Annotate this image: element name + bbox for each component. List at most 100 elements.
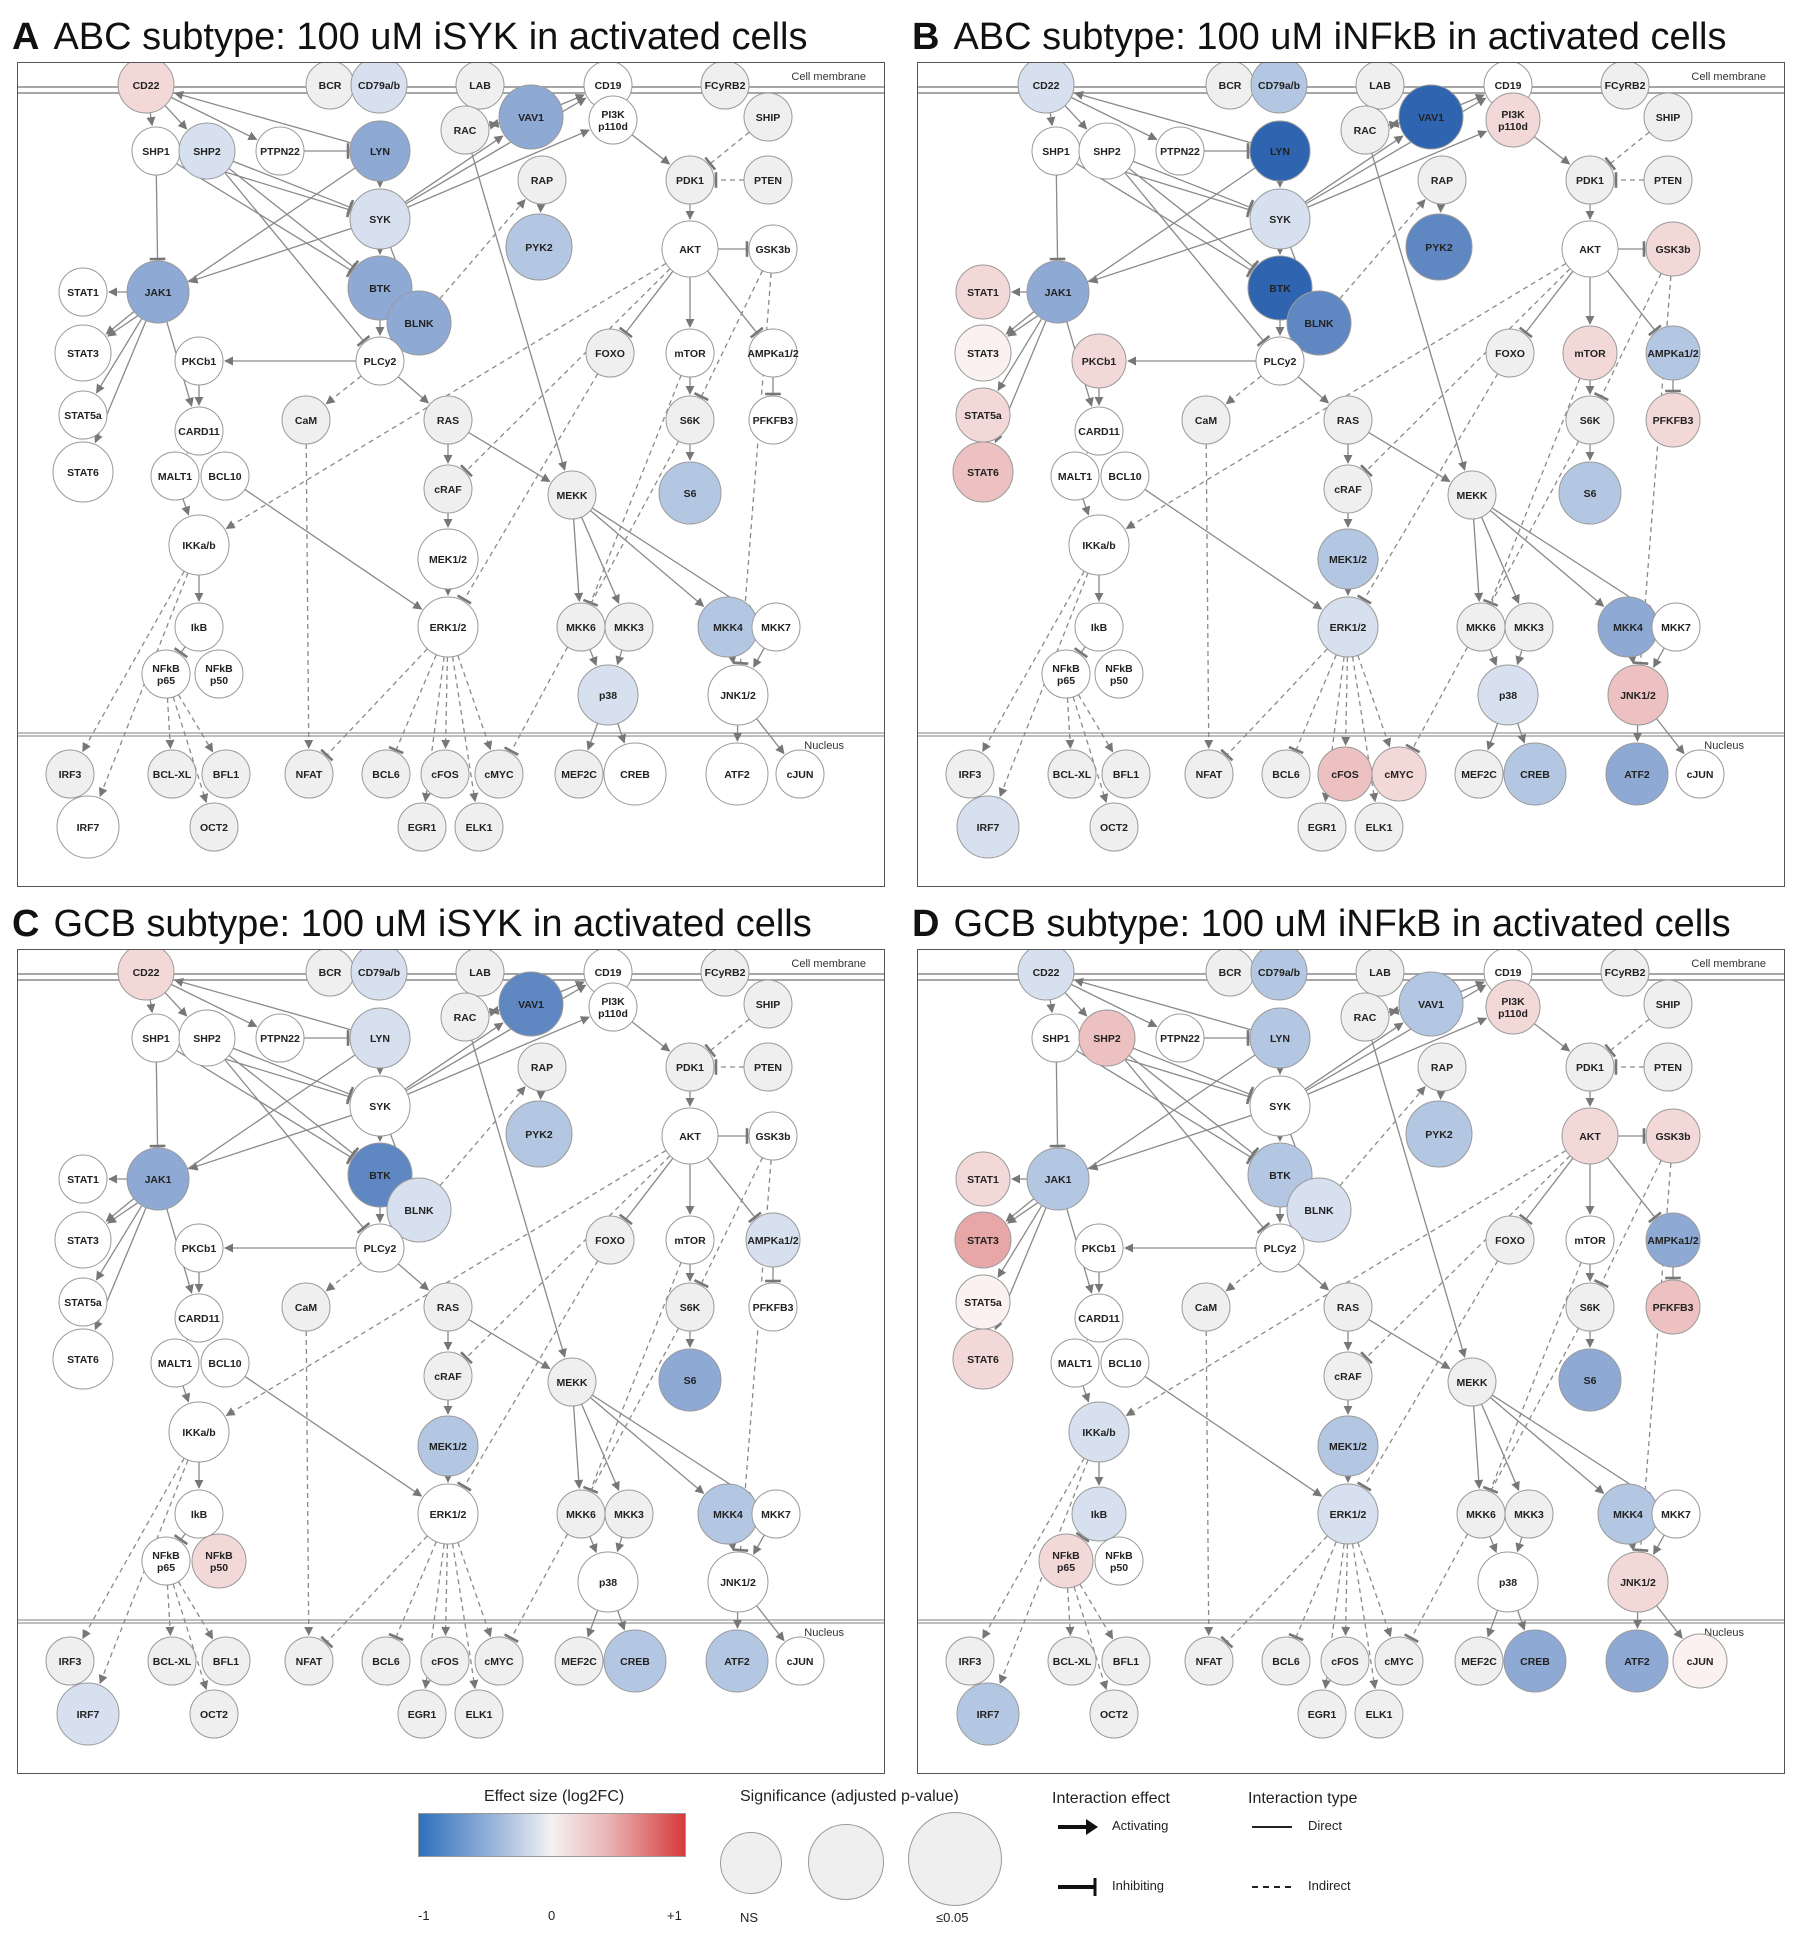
node-atf2: ATF2	[705, 742, 769, 806]
node-bcl-xl: BCL-XL	[147, 749, 197, 799]
node-circle	[45, 749, 95, 799]
activating-edge	[1304, 1022, 1404, 1090]
node-jak1: JAK1	[1026, 260, 1090, 324]
activating-edge	[1486, 1609, 1499, 1638]
node-circle	[1605, 1629, 1669, 1693]
node-foxo: FOXO	[585, 1215, 635, 1265]
activating-edge	[756, 1605, 785, 1642]
node-label: AKT	[679, 1131, 701, 1143]
node-label: NFkB	[1105, 663, 1133, 675]
activating-edge	[580, 1403, 620, 1491]
activating-edge	[1460, 980, 1485, 993]
activating-label: Activating	[1112, 1818, 1169, 1833]
indirect-label: Indirect	[1308, 1878, 1351, 1893]
activating-edge	[1297, 1263, 1330, 1291]
node-label: NFkB	[1105, 1550, 1133, 1562]
node-circle	[705, 742, 769, 806]
node-circle	[386, 290, 452, 356]
node-atf2: ATF2	[1605, 1629, 1669, 1693]
node-foxo: FOXO	[585, 328, 635, 378]
node-label: BCL10	[208, 1358, 241, 1370]
activating-edge	[1064, 105, 1088, 130]
node-cmyc: cMYC	[1371, 746, 1427, 802]
node-label: MKK6	[566, 1509, 596, 1521]
node-stat5a: STAT5a	[955, 387, 1011, 443]
node-circle	[349, 1075, 411, 1137]
node-pkcb1: PKCb1	[174, 1223, 224, 1273]
activating-edge	[95, 1205, 143, 1281]
node-label: CARD11	[1078, 1313, 1120, 1325]
panel-b-diagram: Cell membrane Nucleus CD22 BCR CD79a/b LAB CD1…	[917, 62, 1785, 887]
node-circle	[440, 105, 490, 155]
node-circle	[1250, 63, 1308, 114]
activating-edge	[170, 96, 258, 141]
node-label: PYK2	[525, 242, 553, 254]
node-circle	[1317, 528, 1379, 590]
node-label: p50	[1110, 1562, 1128, 1574]
activating-edge	[1073, 977, 1252, 1031]
activating-edge	[1297, 376, 1330, 404]
activating-edge	[1472, 1405, 1484, 1489]
node-card11: CARD11	[174, 406, 224, 456]
node-label: GSK3b	[1655, 1131, 1690, 1143]
node-creb: CREB	[1503, 1629, 1567, 1693]
node-label: EGR1	[408, 822, 437, 834]
node-circle	[178, 1009, 236, 1067]
inhibiting-edge	[706, 270, 764, 339]
node-creb: CREB	[603, 742, 667, 806]
inhibiting-edge	[1049, 174, 1066, 261]
node-circle	[748, 224, 798, 274]
activating-edge	[1065, 697, 1075, 749]
node-circle	[1323, 1351, 1373, 1401]
node-label: PYK2	[1425, 242, 1453, 254]
node-label: PKCb1	[1082, 356, 1117, 368]
node-mkk6: MKK6	[1456, 602, 1506, 652]
node-circle	[1041, 649, 1091, 699]
node-blnk: BLNK	[386, 290, 452, 356]
node-circle	[1320, 1636, 1370, 1686]
node-p38: p38	[1477, 1551, 1539, 1613]
effect-tick-max: +1	[667, 1908, 682, 1923]
node-label: MKK7	[1661, 622, 1691, 634]
activating-edge	[172, 696, 209, 804]
node-circle	[955, 1151, 1011, 1207]
node-circle	[1561, 220, 1619, 278]
activating-edge	[244, 488, 423, 610]
activating-edge	[488, 1007, 499, 1017]
node-label: BTK	[1269, 283, 1291, 295]
activating-edge	[1070, 983, 1158, 1028]
pathway-diagram: Cell membrane Nucleus CD22 BCR CD79a/b LAB CD1…	[18, 950, 884, 1746]
node-label: JAK1	[1045, 1174, 1072, 1186]
node-label: BCR	[1219, 80, 1242, 92]
activating-edge	[1072, 696, 1109, 804]
node-foxo: FOXO	[1485, 328, 1535, 378]
node-label: MEK1/2	[429, 554, 467, 566]
node-label: S6K	[680, 415, 701, 427]
node-elk1: ELK1	[1354, 1689, 1404, 1739]
activating-edge	[1088, 1114, 1252, 1171]
node-label: ATF2	[1624, 769, 1650, 781]
node-circle	[1398, 84, 1464, 150]
inhibiting-edge	[1132, 160, 1255, 216]
node-bcr: BCR	[305, 950, 355, 997]
node-elk1: ELK1	[454, 802, 504, 852]
node-ikka-b: IKKa/b	[1068, 1401, 1130, 1463]
activating-edge	[615, 1536, 625, 1553]
node-label: PKCb1	[182, 1243, 217, 1255]
inhibiting-edge	[173, 646, 189, 659]
inhibiting-edge	[460, 268, 671, 478]
node-circle	[1600, 950, 1650, 997]
activating-edge	[756, 718, 785, 755]
activating-edge	[397, 1263, 430, 1291]
node-label: BCL6	[372, 769, 400, 781]
node-circle	[1355, 950, 1405, 997]
node-label: OCT2	[1100, 1709, 1128, 1721]
node-ras: RAS	[423, 1282, 473, 1332]
activating-edge	[1533, 136, 1571, 165]
indirect-line-icon	[1252, 1886, 1292, 1888]
node-circle	[1447, 470, 1497, 520]
node-circle	[454, 1689, 504, 1739]
node-label: FCyRB2	[1605, 80, 1646, 92]
node-mkk7: MKK7	[751, 1489, 801, 1539]
